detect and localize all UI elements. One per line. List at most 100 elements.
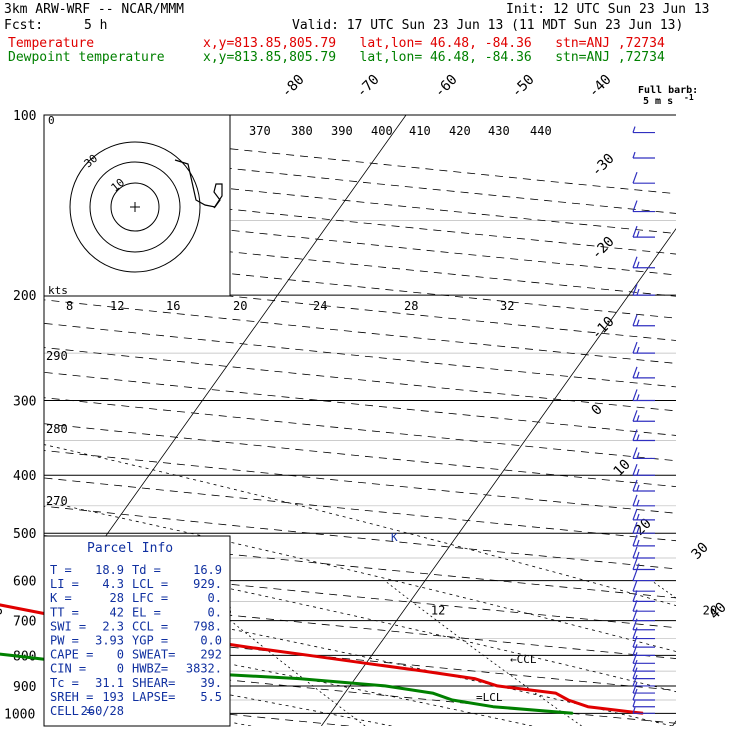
pressure-label-400: 400 [13, 469, 36, 484]
dewpoint-point [9, 654, 11, 657]
forecast-value: 5 h [84, 18, 108, 33]
full-barb-exponent: -1 [684, 93, 694, 102]
pressure-label-200: 200 [13, 289, 36, 304]
full-barb-label: Full barb: [638, 85, 698, 96]
dewpoint-point [431, 692, 434, 694]
wind-barb [632, 644, 655, 656]
isotherm-label-0: 0 [589, 402, 606, 419]
parcel-value: 292 [200, 648, 222, 662]
wind-barb [632, 667, 655, 680]
parcel-value: 0. [208, 605, 222, 619]
wind-barb [632, 508, 655, 521]
isotherm-10 [321, 228, 676, 726]
dry-adiabat-lines [44, 139, 676, 726]
mixing-ratio-label-12: 12 [431, 604, 445, 618]
dry-adiabat-330 [44, 535, 676, 599]
temperature-location: x,y=813.85,805.79 lat,lon= 46.48, -84.36… [203, 36, 665, 51]
dewpoint-point [384, 685, 386, 687]
hodograph-ring-outer [69, 141, 201, 273]
barb-scale-label: Full barb: 5 m s -1 [638, 85, 698, 107]
wind-barb [632, 256, 655, 269]
pressure-label-900: 900 [13, 680, 36, 695]
hodograph-ring-inner [110, 182, 160, 232]
theta-label-380: 380 [291, 124, 313, 138]
parcel-label: TT = [50, 605, 79, 619]
theta-label-420: 420 [449, 124, 471, 138]
dewpoint-label: Dewpoint temperature [8, 50, 165, 65]
isotherm-20 [672, 720, 676, 726]
hodograph: 30 10 0 [43, 114, 231, 297]
parcel-label: SREH = [50, 690, 93, 704]
parcel-value: 3.93 [95, 634, 124, 648]
hodograph-trace [174, 159, 223, 209]
wind-barb [632, 674, 655, 687]
wind-barb [632, 558, 655, 571]
isotherm-label--70: -70 [354, 72, 383, 101]
parcel-label: Td = [132, 563, 161, 577]
lcl-marker: =LCL [476, 691, 503, 704]
wind-barb [632, 151, 655, 159]
wind-barb [632, 126, 655, 134]
wind-barb [632, 700, 655, 708]
pressure-label-600: 600 [13, 575, 36, 590]
parcel-label: CELL = [50, 704, 93, 718]
isotherm-label-10: 10 [611, 457, 634, 480]
mixing-ratio-label-20: 20 [703, 604, 717, 618]
wind-barbs [632, 126, 655, 714]
dewpoint-point [298, 677, 300, 680]
parcel-label: SHEAR= [132, 676, 175, 690]
parcel-label: Tc = [50, 676, 79, 690]
parcel-value: 39. [200, 676, 222, 690]
wind-barb [632, 569, 655, 582]
temperature-point [365, 662, 367, 665]
parcel-label: LCL = [132, 577, 168, 591]
temperature-point [496, 685, 499, 687]
parcel-label: K = [50, 591, 72, 605]
dewpoint-location: x,y=813.85,805.79 lat,lon= 46.48, -84.36… [203, 50, 665, 65]
k-marker: K [391, 531, 398, 544]
moist-adiabat-28 [44, 501, 676, 652]
wind-barb [632, 200, 655, 213]
theta-label-400: 400 [371, 124, 393, 138]
dewpoint-point [571, 712, 574, 715]
pressure-label-1000: 1000 [4, 707, 35, 722]
pressure-label-500: 500 [13, 527, 36, 542]
wind-barb [632, 341, 655, 354]
temperature-point [554, 692, 557, 694]
wind-barb [632, 522, 655, 534]
wind-barb [632, 464, 655, 476]
parcel-value: 5.5 [200, 690, 222, 704]
parcel-label: LAPSE= [132, 690, 175, 704]
wind-barb [632, 534, 655, 547]
parcel-value: 260/28 [81, 704, 124, 718]
parcel-value: 0. [208, 591, 222, 605]
wind-barb [632, 494, 655, 507]
wind-barb [632, 659, 655, 672]
parcel-value: 2.3 [102, 619, 124, 633]
parcel-value: 16.9 [193, 563, 222, 577]
model-title: 3km ARW-WRF -- NCAR/MMM [4, 2, 185, 17]
ccl-marker: ←CCL [510, 653, 537, 666]
theta-label-370: 370 [249, 124, 271, 138]
temperature-point [246, 646, 249, 648]
parcel-value: 0 [117, 662, 124, 676]
wind-barb [632, 225, 655, 238]
parcel-value: 3832. [186, 662, 222, 676]
wind-barb [632, 366, 655, 379]
isotherm-lines [44, 115, 676, 726]
wind-barb [632, 171, 655, 184]
parcel-value: 42 [110, 605, 124, 619]
wind-barb [632, 688, 655, 701]
parcel-label: SWI = [50, 619, 86, 633]
theta-low-label-280: 280 [46, 422, 68, 436]
wind-barb [632, 707, 655, 714]
parcel-label: T = [50, 563, 72, 577]
parcel-value: 798. [193, 619, 222, 633]
temperature-label: Temperature [8, 36, 95, 51]
parcel-label: SWEAT= [132, 648, 175, 662]
isotherm-label--60: -60 [432, 72, 461, 101]
forecast-label: Fcst: [4, 18, 44, 33]
dry-adiabat-300 [44, 627, 676, 691]
wind-barb [632, 579, 655, 592]
